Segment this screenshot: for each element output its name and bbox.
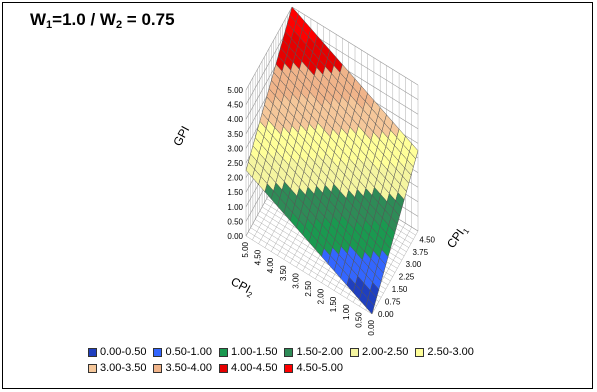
y-tick-label: 0.50 xyxy=(354,312,363,328)
y-tick-label: 4.00 xyxy=(266,257,275,273)
chart-title: W1=1.0 / W2 = 0.75 xyxy=(30,10,175,31)
z-tick-label: 3.50 xyxy=(227,130,243,139)
y-tick-label: 0.00 xyxy=(367,319,376,335)
legend-swatch xyxy=(153,363,163,373)
y-axis-ticks: 5.00 4.504.00 3.503.00 2.50 2.001.50 1.000.50… xyxy=(241,241,376,335)
legend-swatch xyxy=(218,363,228,373)
z-tick-label: 0.50 xyxy=(227,217,243,226)
legend-label: 1.50-2.00 xyxy=(296,346,343,358)
y-tick-label: 3.50 xyxy=(279,265,288,281)
z-tick-label: 1.00 xyxy=(227,203,243,212)
z-tick-label: 3.00 xyxy=(227,144,243,153)
y-tick-label: 4.50 xyxy=(254,249,263,265)
x-tick-label: 0.75 xyxy=(385,298,401,307)
legend-item: 0.50-1.00 xyxy=(153,344,212,360)
legend-label: 2.00-2.50 xyxy=(361,346,409,358)
legend-label: 3.00-3.50 xyxy=(100,362,147,374)
z-tick-label: 2.00 xyxy=(227,174,243,183)
surface-cell xyxy=(365,298,375,315)
legend-item: 3.50-4.00 xyxy=(153,360,212,376)
z-tick-label: 1.50 xyxy=(227,188,243,197)
legend-label: 4.00-4.50 xyxy=(230,362,278,374)
x-axis-label: CPI1 xyxy=(444,222,471,252)
legend-swatch xyxy=(284,363,294,373)
z-tick-label: 4.50 xyxy=(227,101,243,110)
legend-label: 2.50-3.00 xyxy=(427,346,474,358)
y-tick-label: 2.00 xyxy=(317,288,326,304)
legend-label: 4.50-5.00 xyxy=(296,362,343,374)
legend-label: 3.50-4.00 xyxy=(165,362,212,374)
y-axis-label: CPI2 xyxy=(228,274,258,300)
y-tick-label: 1.50 xyxy=(329,296,338,312)
legend-label: 0.50-1.00 xyxy=(165,346,212,358)
z-tick-label: 2.50 xyxy=(227,159,243,168)
legend-label: 0.00-0.50 xyxy=(100,346,147,358)
legend-item: 4.00-4.50 xyxy=(218,360,278,376)
x-tick-label: 4.50 xyxy=(419,235,435,244)
legend-label: 1.00-1.50 xyxy=(230,346,278,358)
legend-swatch xyxy=(349,347,359,357)
x-tick-label: 3.00 xyxy=(406,260,422,269)
y-tick-label: 1.00 xyxy=(342,304,351,320)
legend-item: 1.50-2.00 xyxy=(284,344,343,360)
legend-swatch xyxy=(153,347,163,357)
legend-swatch xyxy=(88,347,97,357)
legend-item: 0.00-0.50 xyxy=(88,344,146,360)
legend-swatch xyxy=(218,347,228,357)
legend-item: 2.50-3.00 xyxy=(415,344,474,360)
legend-swatch xyxy=(415,347,425,357)
legend-swatch xyxy=(88,363,97,373)
x-tick-label: 3.75 xyxy=(413,248,429,257)
z-tick-label: 0.00 xyxy=(227,232,243,241)
legend-item: 3.00-3.50 xyxy=(88,360,146,376)
legend-item: 4.50-5.00 xyxy=(284,360,343,376)
x-axis-ticks: 0.00 0.75 1.50 2.25 3.00 3.75 4.50 xyxy=(378,235,436,319)
x-tick-label: 2.25 xyxy=(399,273,415,282)
x-tick-label: 0.00 xyxy=(378,310,394,319)
z-axis-label: GPI xyxy=(170,124,192,149)
y-tick-label: 5.00 xyxy=(241,241,250,257)
y-tick-label: 2.50 xyxy=(304,280,313,296)
legend-swatch xyxy=(284,347,294,357)
z-tick-label: 5.00 xyxy=(227,86,243,95)
surface-mesh xyxy=(245,6,419,315)
chart-legend: 0.00-0.50 0.50-1.00 1.00-1.50 1.50-2.00 2.00… xyxy=(88,344,578,376)
z-axis-ticks: 5.00 4.50 4.00 3.50 3.00 2.50 2.00 1.50 1.00 0.50… xyxy=(227,86,243,241)
z-tick-label: 4.00 xyxy=(227,115,243,124)
legend-item: 2.00-2.50 xyxy=(349,344,409,360)
y-tick-label: 3.00 xyxy=(291,273,300,289)
x-tick-label: 1.50 xyxy=(392,285,408,294)
legend-item: 1.00-1.50 xyxy=(218,344,278,360)
